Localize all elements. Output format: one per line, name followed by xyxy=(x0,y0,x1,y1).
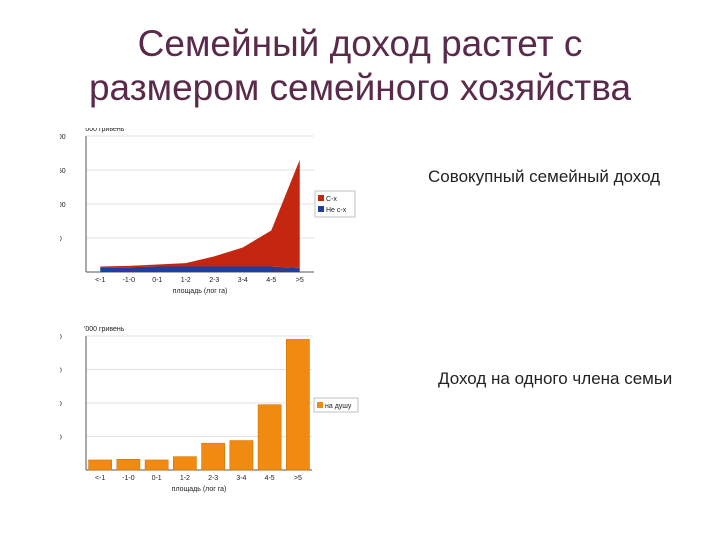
unit-label: '000 гривень xyxy=(84,326,125,333)
legend-label: Не с-х xyxy=(326,207,347,214)
legend-box xyxy=(314,190,356,218)
x-tick-label: >5 xyxy=(294,475,302,482)
slide-title-line-1: Семейный доход растет с xyxy=(137,23,583,64)
x-tick-label: 3-4 xyxy=(236,475,246,482)
legend: С-х Не с-х xyxy=(314,190,356,218)
y-tick-label: 20 xyxy=(60,401,62,408)
x-tick-label: 3-4 xyxy=(238,277,248,284)
per-capita-income-bar-chart: 010203040'000 гривень<-1-1-00-11-22-33-4… xyxy=(60,326,359,493)
x-tick-label: 2-3 xyxy=(209,277,219,284)
x-tick-label: 1-2 xyxy=(180,475,190,482)
legend-swatch xyxy=(318,195,324,201)
x-tick-label: 4-5 xyxy=(265,475,275,482)
bar xyxy=(257,404,282,471)
bar xyxy=(88,459,112,471)
x-tick-label: >5 xyxy=(296,277,304,284)
x-tick-label: <-1 xyxy=(95,277,105,284)
bar xyxy=(229,440,254,471)
y-tick-label: 10 xyxy=(60,435,62,442)
bar xyxy=(286,339,310,471)
total-income-area-chart: 050100150200'000 гривень<-1-1-00-11-22-3… xyxy=(60,128,356,295)
legend-box xyxy=(313,397,359,413)
y-tick-label: 40 xyxy=(60,334,62,341)
legend-label: на душу xyxy=(325,403,352,410)
area-series-non-agri xyxy=(100,266,300,272)
x-tick-label: <-1 xyxy=(95,475,105,482)
y-tick-label: 150 xyxy=(60,168,66,175)
legend-label: С-х xyxy=(326,196,337,203)
unit-label: '000 гривень xyxy=(84,128,125,133)
bar xyxy=(144,459,169,471)
x-axis-label: площадь (лог га) xyxy=(173,288,228,295)
x-tick-label: 1-2 xyxy=(181,277,191,284)
x-axis-label: площадь (лог га) xyxy=(172,486,227,493)
x-tick-label: -1-0 xyxy=(122,475,135,482)
y-tick-label: 30 xyxy=(60,368,62,375)
slide-title-line-2: размером семейного хозяйства xyxy=(88,67,632,108)
x-tick-label: 0-1 xyxy=(152,475,162,482)
bar xyxy=(173,456,197,471)
caption-total-income: Совокупный семейный доход xyxy=(428,167,661,186)
bar xyxy=(116,459,141,471)
x-tick-label: 2-3 xyxy=(208,475,218,482)
y-tick-label: 100 xyxy=(60,202,66,209)
legend-swatch xyxy=(318,206,324,212)
x-tick-label: -1-0 xyxy=(123,277,136,284)
y-tick-label: 50 xyxy=(60,236,62,243)
x-tick-label: 0-1 xyxy=(152,277,162,284)
x-tick-label: 4-5 xyxy=(266,277,276,284)
y-tick-label: 200 xyxy=(60,134,66,141)
legend: на душу xyxy=(313,397,359,413)
area-series-agri xyxy=(100,159,300,268)
bar xyxy=(201,442,225,471)
caption-per-capita-income: Доход на одного члена семьи xyxy=(438,369,673,388)
legend-swatch xyxy=(317,402,323,408)
slide-title: Семейный доход растет с размером семейно… xyxy=(20,22,700,110)
